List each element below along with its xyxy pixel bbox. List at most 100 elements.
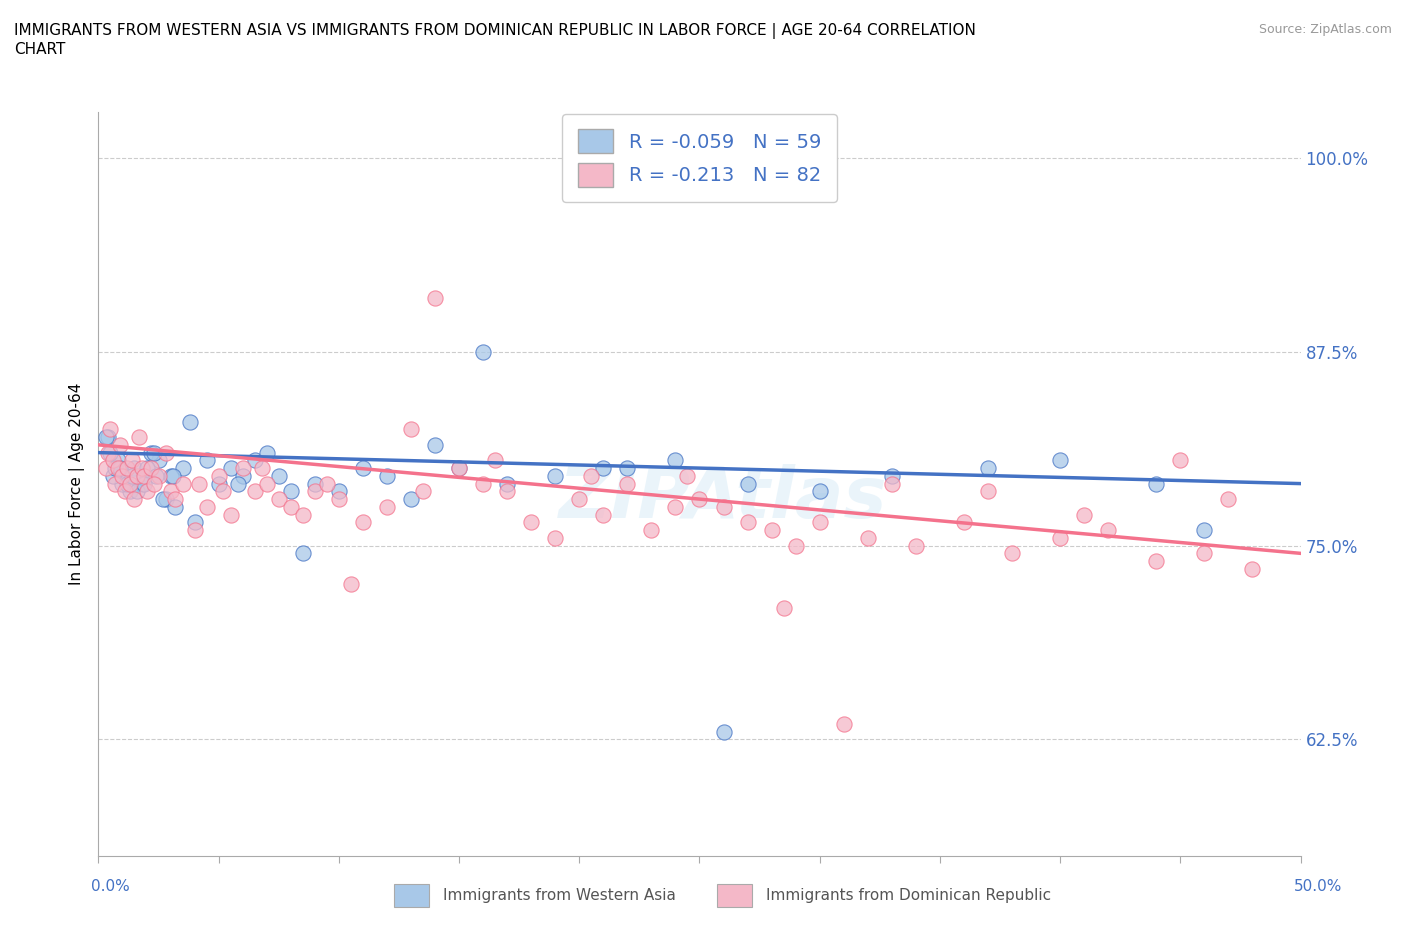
Point	[676, 469, 699, 484]
Point	[118, 484, 141, 498]
Point	[172, 460, 194, 475]
Point	[219, 507, 242, 522]
Point	[141, 460, 163, 475]
Point	[97, 430, 120, 445]
Point	[94, 460, 117, 475]
Point	[375, 469, 398, 484]
Point	[165, 499, 187, 514]
Point	[304, 476, 326, 491]
Point	[256, 476, 278, 491]
Point	[412, 484, 434, 498]
Point	[219, 460, 242, 475]
Point	[880, 469, 903, 484]
Point	[423, 437, 446, 452]
Point	[121, 469, 143, 484]
Point	[179, 414, 201, 429]
Point	[1097, 523, 1119, 538]
Point	[1049, 530, 1071, 545]
Point	[544, 469, 567, 484]
Point	[208, 469, 231, 484]
Point	[904, 538, 927, 553]
Point	[496, 476, 519, 491]
Point	[1144, 553, 1167, 568]
Point	[544, 530, 567, 545]
Point	[737, 476, 759, 491]
Bar	[394, 884, 429, 907]
Point	[117, 476, 139, 491]
Point	[100, 445, 122, 460]
Point	[399, 492, 422, 507]
Point	[1049, 453, 1071, 468]
Point	[616, 460, 638, 475]
Point	[568, 492, 591, 507]
Point	[977, 484, 1000, 498]
Point	[520, 515, 543, 530]
Point	[256, 445, 278, 460]
Point	[1194, 546, 1216, 561]
Point	[291, 507, 314, 522]
Point	[304, 484, 326, 498]
Point	[135, 460, 157, 475]
Point	[131, 460, 153, 475]
Point	[132, 476, 155, 491]
Text: Immigrants from Western Asia: Immigrants from Western Asia	[443, 888, 676, 903]
Point	[808, 515, 831, 530]
Point	[165, 492, 187, 507]
Point	[104, 460, 127, 475]
Point	[124, 460, 146, 475]
Point	[399, 422, 422, 437]
Point	[447, 460, 470, 475]
Point	[101, 453, 124, 468]
Point	[1144, 476, 1167, 491]
Point	[1073, 507, 1095, 522]
Point	[145, 469, 167, 484]
Point	[159, 469, 181, 484]
Text: IMMIGRANTS FROM WESTERN ASIA VS IMMIGRANTS FROM DOMINICAN REPUBLIC IN LABOR FORC: IMMIGRANTS FROM WESTERN ASIA VS IMMIGRAN…	[14, 23, 976, 57]
Point	[340, 577, 363, 591]
Point	[785, 538, 807, 553]
Point	[148, 453, 170, 468]
Point	[183, 515, 205, 530]
Text: 0.0%: 0.0%	[91, 879, 131, 894]
Point	[108, 437, 131, 452]
Point	[226, 476, 249, 491]
Text: Immigrants from Dominican Republic: Immigrants from Dominican Republic	[766, 888, 1052, 903]
Point	[111, 469, 134, 484]
Point	[131, 476, 153, 491]
Point	[280, 484, 302, 498]
Point	[172, 476, 194, 491]
Point	[124, 492, 146, 507]
Point	[1001, 546, 1024, 561]
Point	[375, 499, 398, 514]
Point	[352, 460, 374, 475]
Point	[592, 460, 614, 475]
Point	[152, 492, 174, 507]
Point	[135, 484, 157, 498]
Point	[1194, 523, 1216, 538]
Point	[232, 460, 254, 475]
Point	[111, 476, 134, 491]
Point	[472, 476, 495, 491]
Point	[104, 476, 127, 491]
Point	[761, 523, 783, 538]
Point	[212, 484, 235, 498]
Point	[267, 469, 290, 484]
Point	[243, 484, 266, 498]
Point	[107, 453, 129, 468]
Point	[664, 499, 686, 514]
Text: 50.0%: 50.0%	[1295, 879, 1343, 894]
Point	[447, 460, 470, 475]
Point	[315, 476, 337, 491]
Point	[664, 453, 686, 468]
Point	[616, 476, 638, 491]
Point	[148, 469, 170, 484]
Point	[243, 453, 266, 468]
Point	[101, 469, 124, 484]
Y-axis label: In Labor Force | Age 20-64: In Labor Force | Age 20-64	[69, 382, 84, 585]
Point	[188, 476, 211, 491]
Point	[880, 476, 903, 491]
Point	[121, 453, 143, 468]
Point	[155, 492, 177, 507]
Point	[484, 453, 506, 468]
Point	[162, 469, 184, 484]
